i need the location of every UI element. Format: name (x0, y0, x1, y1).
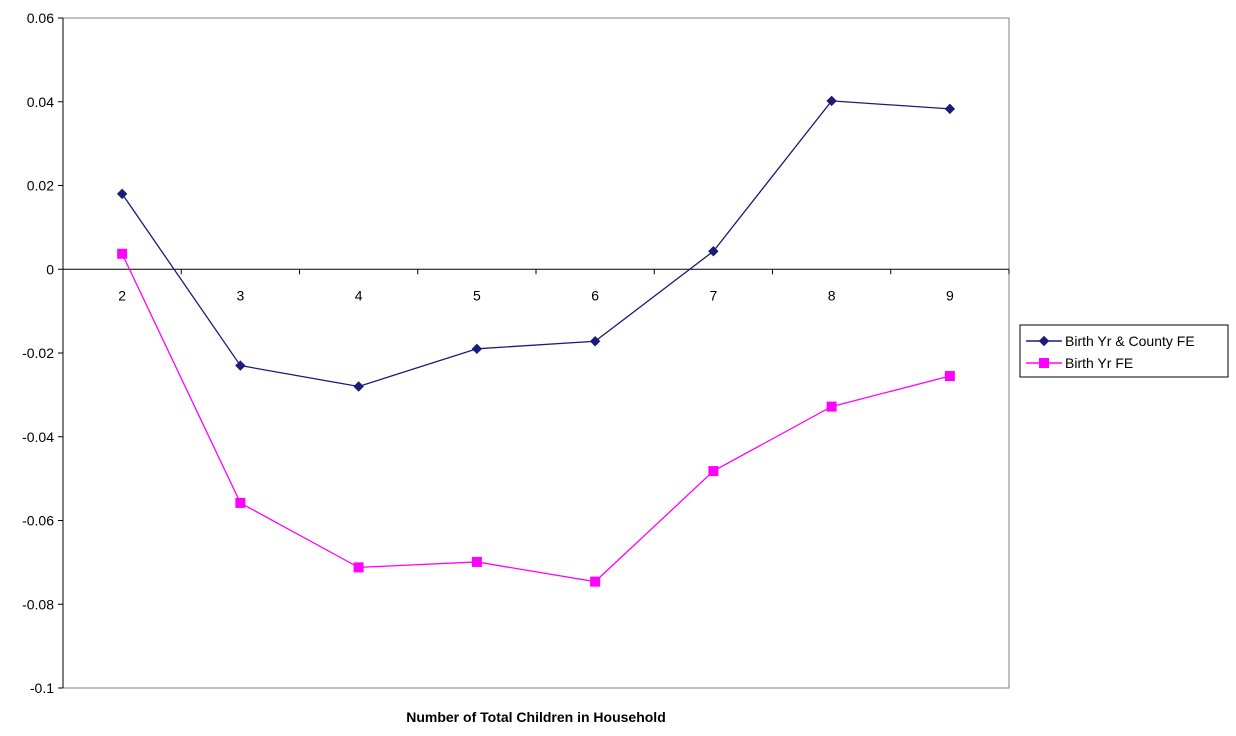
series-2 (117, 248, 955, 587)
data-point (590, 576, 601, 587)
legend-label: Birth Yr & County FE (1065, 333, 1195, 349)
data-point (589, 336, 601, 347)
legend-entry: Birth Yr FE (1026, 355, 1133, 371)
y-tick-label: 0.06 (27, 10, 54, 26)
x-axis-title: Number of Total Children in Household (406, 709, 666, 725)
data-point (708, 246, 719, 257)
y-tick-label: -0.02 (22, 345, 54, 361)
data-point (826, 401, 837, 412)
y-tick-label: -0.08 (22, 596, 54, 612)
series-line (121, 253, 951, 583)
x-tick-label: 4 (355, 287, 363, 303)
series-line (121, 100, 950, 388)
data-point (471, 343, 483, 355)
legend-entry: Birth Yr & County FE (1026, 333, 1195, 349)
x-tick-label: 5 (473, 287, 481, 303)
y-tick-label: -0.04 (22, 429, 54, 445)
data-point (471, 556, 482, 567)
y-tick-label: -0.06 (22, 513, 54, 529)
x-tick-label: 2 (118, 287, 126, 303)
data-point (826, 95, 837, 107)
x-tick-label: 6 (591, 287, 599, 303)
data-point (117, 248, 128, 259)
x-tick-label: 9 (946, 287, 954, 303)
data-point (235, 497, 246, 508)
data-point (353, 562, 364, 573)
x-tick-label: 7 (709, 287, 717, 303)
data-point (353, 381, 364, 392)
legend-box (1019, 324, 1229, 378)
y-tick-label: 0.04 (27, 94, 54, 110)
data-point (944, 371, 955, 382)
plot-area-frame (62, 17, 1010, 689)
y-tick-label: -0.1 (30, 680, 54, 696)
data-point (235, 360, 246, 371)
legend-label: Birth Yr FE (1065, 355, 1133, 371)
y-tick-label: 0.02 (27, 178, 54, 194)
data-point (944, 103, 956, 115)
series-1 (116, 95, 956, 392)
legend-marker (1039, 358, 1049, 368)
y-tick-label: 0 (46, 261, 54, 277)
legend-marker (1038, 335, 1050, 347)
x-tick-label: 8 (828, 287, 836, 303)
data-point (708, 466, 719, 477)
data-point (116, 188, 128, 200)
x-tick-label: 3 (236, 287, 244, 303)
